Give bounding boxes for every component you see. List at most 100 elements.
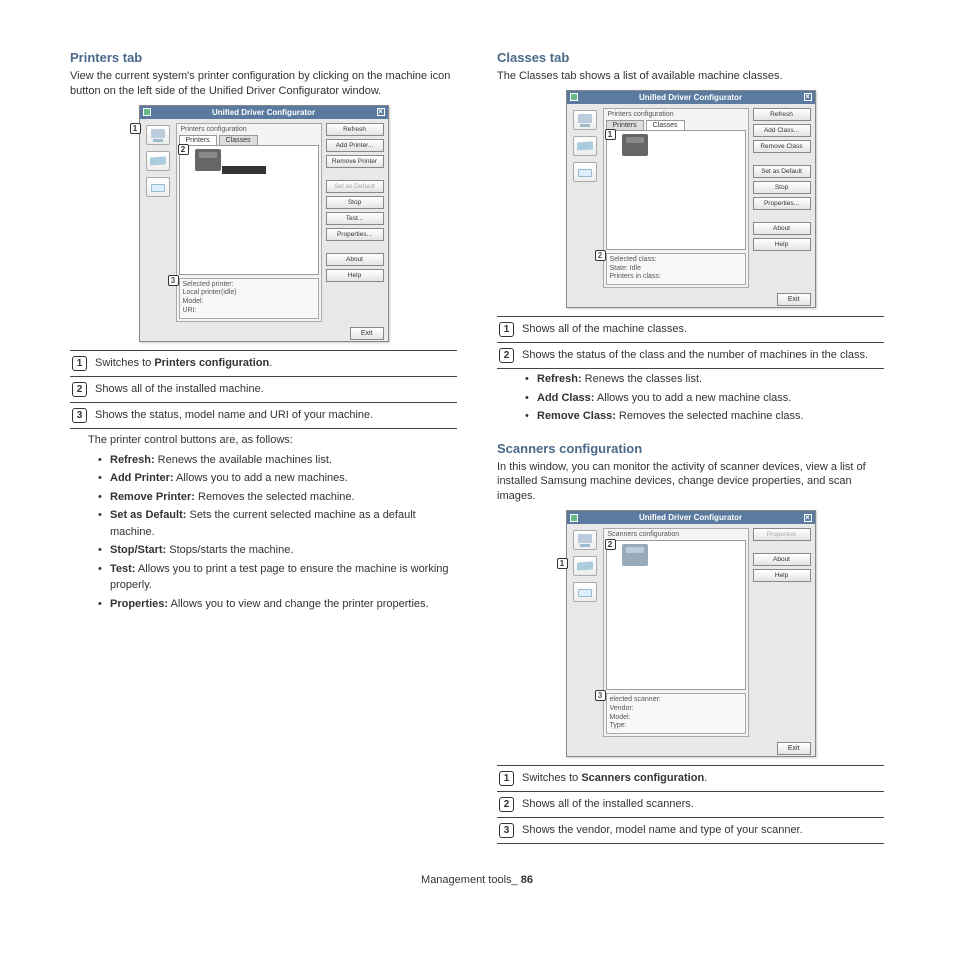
legend-text: Shows the status, model name and URI of … <box>95 408 455 423</box>
classes-bullets: Refresh: Renews the classes list. Add Cl… <box>525 371 884 425</box>
info-line: Model: <box>183 298 315 307</box>
info-line: URI: <box>183 307 315 316</box>
printer-config-icon[interactable] <box>146 125 170 145</box>
callout-2: 2 <box>595 250 606 261</box>
exit-button[interactable]: Exit <box>777 742 811 755</box>
legend-num: 3 <box>72 408 87 423</box>
help-button[interactable]: Help <box>326 269 384 282</box>
stop-button[interactable]: Stop <box>326 196 384 209</box>
scanners-desc: In this window, you can monitor the acti… <box>497 460 884 505</box>
legend-num: 3 <box>499 823 514 838</box>
minimize-icon <box>570 514 578 522</box>
legend-num: 1 <box>72 356 87 371</box>
help-button[interactable]: Help <box>753 238 811 251</box>
dialog-title: Unified Driver Configurator <box>639 93 742 102</box>
selected-scanner-info: 3 elected scanner: Vendor: Model: Type: <box>606 693 746 734</box>
info-line: State: Idle <box>610 265 742 274</box>
scanners-dialog: Unified Driver Configurator × 1 Scanners… <box>566 510 816 757</box>
info-line: Local printer(idle) <box>183 289 315 298</box>
callout-1: 1 <box>557 558 568 569</box>
dialog-titlebar: Unified Driver Configurator × <box>567 91 815 104</box>
ports-config-icon[interactable] <box>146 177 170 197</box>
legend-text: Switches to Scanners configuration. <box>522 771 882 786</box>
info-title: Selected class: <box>610 256 742 265</box>
legend-num: 1 <box>499 771 514 786</box>
legend-text: Switches to Printers configuration. <box>95 356 455 371</box>
classes-dialog: Unified Driver Configurator × Printers c… <box>566 90 816 308</box>
scanner-config-icon[interactable] <box>146 151 170 171</box>
close-icon: × <box>804 514 812 522</box>
printers-bullets: Refresh: Renews the available machines l… <box>98 452 457 613</box>
classes-legend: 1 Shows all of the machine classes. 2 Sh… <box>497 316 884 369</box>
legend-num: 2 <box>499 348 514 363</box>
page-footer: Management tools_ 86 <box>70 874 884 886</box>
properties-button[interactable]: Properties... <box>326 228 384 241</box>
help-button[interactable]: Help <box>753 569 811 582</box>
scanner-config-icon[interactable] <box>573 556 597 576</box>
close-icon: × <box>804 93 812 101</box>
about-button[interactable]: About <box>326 253 384 266</box>
exit-button[interactable]: Exit <box>350 327 384 340</box>
dialog-title: Unified Driver Configurator <box>639 513 742 522</box>
stop-button[interactable]: Stop <box>753 181 811 194</box>
printers-heading: Printers tab <box>70 50 457 65</box>
info-line: Model: <box>610 714 742 723</box>
properties-button[interactable]: Properties <box>753 528 811 541</box>
printers-list[interactable]: 2 <box>179 145 319 275</box>
classes-desc: The Classes tab shows a list of availabl… <box>497 69 884 84</box>
properties-button[interactable]: Properties... <box>753 197 811 210</box>
class-device-icon[interactable] <box>622 134 648 156</box>
classes-heading: Classes tab <box>497 50 884 65</box>
about-button[interactable]: About <box>753 222 811 235</box>
groupbox-label: Printers configuration <box>606 111 746 118</box>
printer-config-icon[interactable] <box>573 110 597 130</box>
legend-text: Shows the vendor, model name and type of… <box>522 823 882 838</box>
set-default-button[interactable]: Set as Default <box>753 165 811 178</box>
scanner-device-icon[interactable] <box>622 544 648 566</box>
ports-config-icon[interactable] <box>573 582 597 602</box>
refresh-button[interactable]: Refresh <box>326 123 384 136</box>
legend-text: Shows all of the machine classes. <box>522 322 882 337</box>
info-line: Printers in class: <box>610 273 742 282</box>
info-title: elected scanner: <box>610 696 742 705</box>
scanners-list[interactable]: 2 <box>606 540 746 690</box>
exit-button[interactable]: Exit <box>777 293 811 306</box>
ports-config-icon[interactable] <box>573 162 597 182</box>
groupbox-label: Scanners configuration <box>606 531 746 538</box>
scanners-heading: Scanners configuration <box>497 441 884 456</box>
legend-num: 2 <box>72 382 87 397</box>
legend-text: Shows the status of the class and the nu… <box>522 348 882 363</box>
classes-list[interactable]: 1 <box>606 130 746 250</box>
dialog-title: Unified Driver Configurator <box>212 108 315 117</box>
printer-config-icon[interactable] <box>573 530 597 550</box>
tab-classes[interactable]: Classes <box>646 120 685 130</box>
legend-text: Shows all of the installed scanners. <box>522 797 882 812</box>
dialog-titlebar: Unified Driver Configurator × <box>567 511 815 524</box>
minimize-icon <box>570 93 578 101</box>
selected-printer-row[interactable] <box>222 166 266 174</box>
about-button[interactable]: About <box>753 553 811 566</box>
callout-1: 1 <box>130 123 141 134</box>
refresh-button[interactable]: Refresh <box>753 108 811 121</box>
add-printer-button[interactable]: Add Printer... <box>326 139 384 152</box>
legend-num: 1 <box>499 322 514 337</box>
remove-class-button[interactable]: Remove Class <box>753 140 811 153</box>
callout-2: 2 <box>178 144 189 155</box>
callout-3: 3 <box>595 690 606 701</box>
minimize-icon <box>143 108 151 116</box>
tab-classes[interactable]: Classes <box>219 135 258 145</box>
scanner-config-icon[interactable] <box>573 136 597 156</box>
info-line: Vendor: <box>610 705 742 714</box>
remove-printer-button[interactable]: Remove Printer <box>326 155 384 168</box>
printer-device-icon[interactable] <box>195 149 221 171</box>
legend-num: 2 <box>499 797 514 812</box>
callout-1: 1 <box>605 129 616 140</box>
callout-2: 2 <box>605 539 616 550</box>
printers-legend: 1 Switches to Printers configuration. 2 … <box>70 350 457 429</box>
info-title: Selected printer: <box>183 281 315 290</box>
set-default-button[interactable]: Set as Default <box>326 180 384 193</box>
dialog-titlebar: Unified Driver Configurator × <box>140 106 388 119</box>
groupbox-label: Printers configuration <box>179 126 319 133</box>
add-class-button[interactable]: Add Class... <box>753 124 811 137</box>
test-button[interactable]: Test... <box>326 212 384 225</box>
